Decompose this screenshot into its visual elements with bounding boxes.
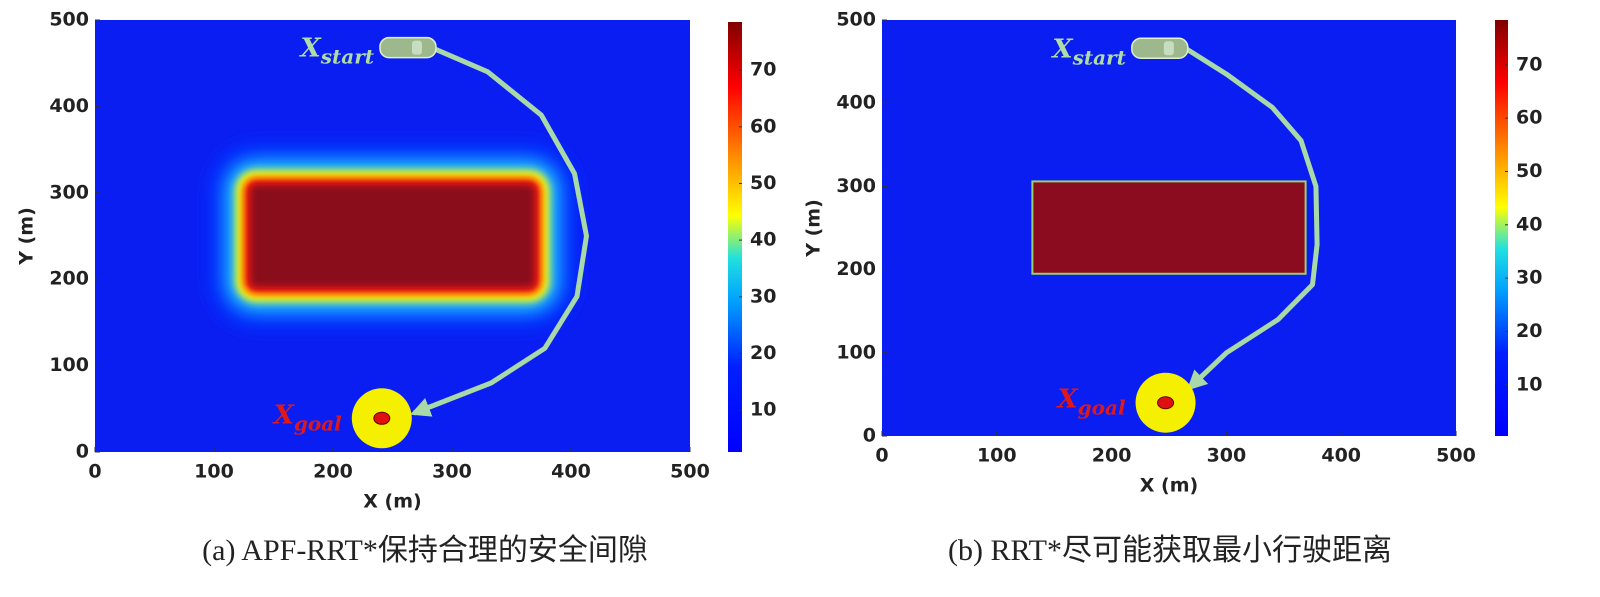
- x-tick-label: 500: [1436, 445, 1476, 467]
- start-label-sub: start: [1072, 45, 1127, 69]
- goal-point: [1157, 396, 1175, 410]
- y-axis-label: Y (m): [16, 207, 38, 266]
- obstacle: [249, 184, 536, 288]
- colorbar-tick-label: 20: [750, 342, 776, 364]
- x-axis-label: X (m): [363, 491, 421, 513]
- y-tick-label: 500: [49, 9, 89, 31]
- y-tick-label: 300: [836, 175, 876, 197]
- y-tick-label: 200: [49, 268, 89, 290]
- goal-label-sub: goal: [1078, 395, 1126, 419]
- start-label: Xstart: [299, 34, 375, 68]
- goal-label-main: X: [272, 400, 296, 430]
- y-axis-label: Y (m): [803, 199, 825, 258]
- y-tick-label: 500: [836, 9, 876, 31]
- colorbar-tick-label: 60: [750, 115, 776, 137]
- start-vehicle: [1131, 37, 1189, 60]
- y-tick-label: 300: [49, 181, 89, 203]
- x-axis-label: X (m): [1140, 475, 1198, 497]
- y-tick-label: 100: [49, 354, 89, 376]
- colorbar-tick-label: 40: [1516, 213, 1542, 235]
- y-tick-label: 0: [76, 441, 89, 463]
- vehicle-window: [411, 40, 422, 55]
- x-tick-label: 200: [313, 461, 353, 483]
- start-label-main: X: [1050, 34, 1074, 64]
- y-tick-label: 400: [836, 92, 876, 114]
- x-tick-label: 100: [194, 461, 234, 483]
- goal-point: [373, 411, 391, 425]
- colorbar-tick-label: 30: [750, 285, 776, 307]
- y-tick-label: 400: [49, 95, 89, 117]
- x-tick-label: 300: [1207, 445, 1247, 467]
- goal-label: Xgoal: [272, 400, 342, 435]
- y-tick-label: 100: [836, 341, 876, 363]
- x-tick-label: 400: [551, 461, 591, 483]
- colorbar-tick-label: 70: [1516, 53, 1542, 75]
- colorbar-tick-label: 10: [1516, 373, 1542, 395]
- caption: (a) APF-RRT*保持合理的安全间隙: [202, 534, 648, 567]
- colorbar-tick-label: 50: [750, 172, 776, 194]
- caption: (b) RRT*尽可能获取最小行驶距离: [948, 534, 1392, 567]
- x-tick-label: 300: [432, 461, 472, 483]
- start-label-sub: start: [320, 44, 375, 68]
- colorbar-tick-label: 50: [1516, 160, 1542, 182]
- y-tick-label: 0: [863, 425, 876, 447]
- colorbar-tick-label: 60: [1516, 107, 1542, 129]
- x-tick-label: 100: [977, 445, 1017, 467]
- path: [1181, 44, 1320, 391]
- y-tick-label: 200: [836, 258, 876, 280]
- colorbar-tick-label: 40: [750, 229, 776, 251]
- goal-label-main: X: [1055, 385, 1079, 415]
- colorbar-tick-label: 70: [750, 59, 776, 81]
- colorbar: [728, 22, 742, 452]
- goal-label-sub: goal: [294, 411, 342, 435]
- path: [410, 45, 589, 417]
- start-vehicle: [379, 36, 437, 59]
- start-label-main: X: [299, 34, 323, 64]
- colorbar-tick-label: 10: [750, 399, 776, 421]
- obstacle: [1031, 180, 1307, 275]
- colorbar-tick-label: 30: [1516, 267, 1542, 289]
- vehicle-window: [1163, 41, 1174, 56]
- colorbar: [1495, 20, 1508, 436]
- x-tick-label: 0: [875, 445, 888, 467]
- plot-area: [209, 45, 589, 449]
- plot-area: [1031, 44, 1320, 433]
- x-tick-label: 200: [1092, 445, 1132, 467]
- start-label: Xstart: [1050, 34, 1126, 68]
- goal-label: Xgoal: [1055, 385, 1125, 420]
- colorbar-tick-label: 20: [1516, 320, 1542, 342]
- x-tick-label: 500: [670, 461, 710, 483]
- x-tick-label: 0: [88, 461, 101, 483]
- x-tick-label: 400: [1321, 445, 1361, 467]
